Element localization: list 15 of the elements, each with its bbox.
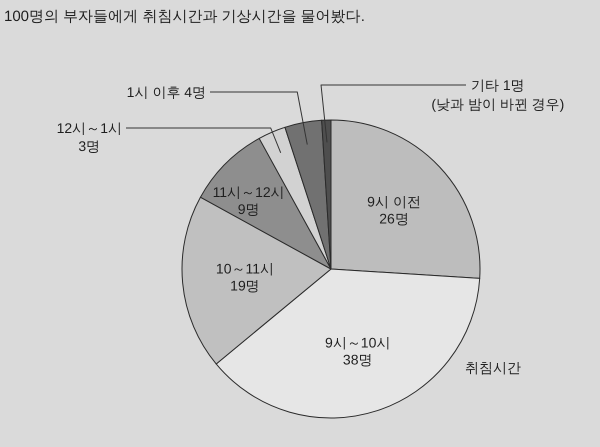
label: 9명 bbox=[238, 200, 260, 217]
label: 9시～10시 bbox=[325, 334, 390, 351]
annotation: (낮과 밤이 바뀐 경우) bbox=[431, 96, 564, 112]
label: 기타 1명 bbox=[471, 77, 525, 93]
label: 11시～12시 bbox=[212, 184, 285, 200]
label: 10～11시 bbox=[216, 260, 274, 277]
label: 38명 bbox=[342, 352, 372, 368]
title: 100명의 부자들에게 취침시간과 기상시간을 물어봤다. bbox=[4, 8, 365, 25]
label: 26명 bbox=[379, 210, 409, 226]
annotation: 취침시간 bbox=[465, 359, 522, 376]
label: 9시 이전 bbox=[367, 193, 421, 210]
label: 19명 bbox=[230, 278, 260, 294]
label: 3명 bbox=[78, 138, 100, 154]
label: 12시～1시 bbox=[56, 120, 122, 136]
label: 1시 이후 4명 bbox=[126, 84, 206, 100]
